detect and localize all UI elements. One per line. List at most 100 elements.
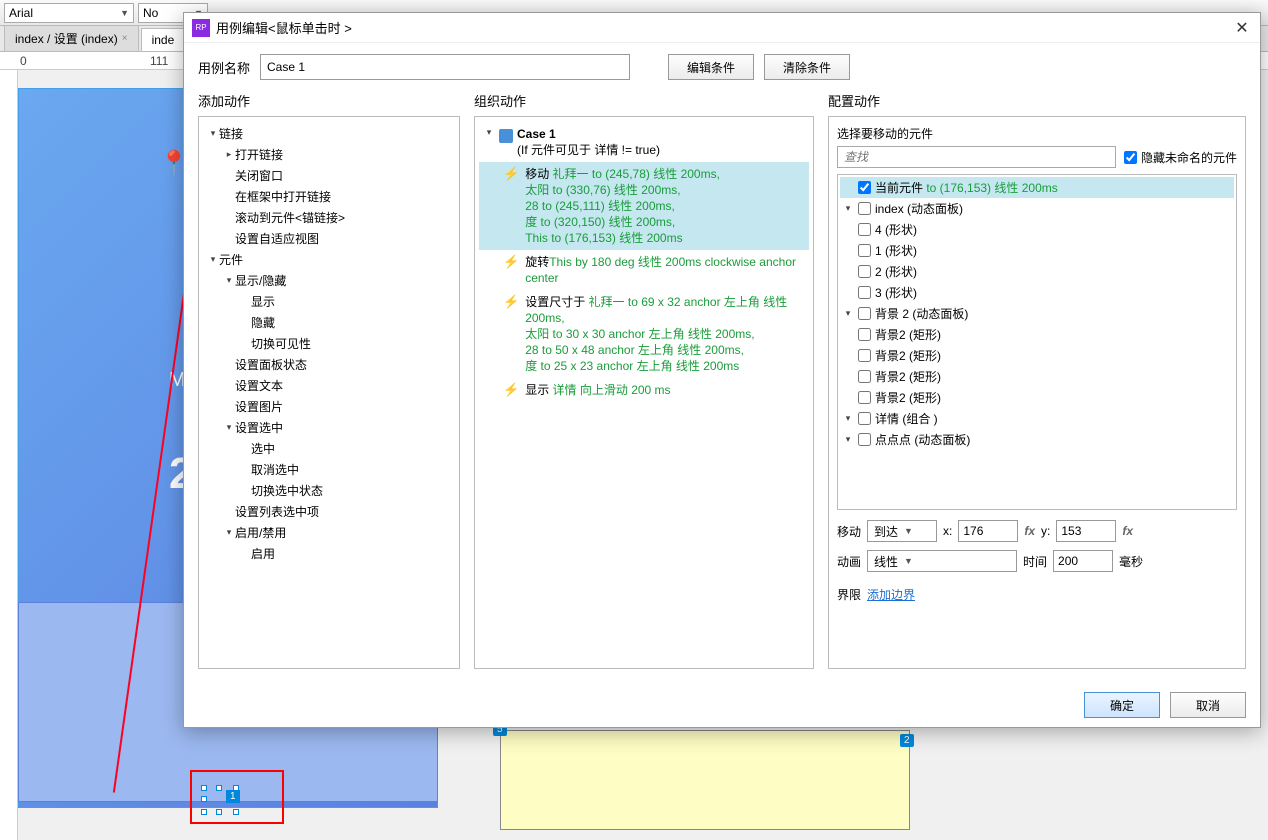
action-tree-item[interactable]: 设置面板状态 — [203, 354, 455, 375]
clear-condition-button[interactable]: 清除条件 — [764, 54, 850, 80]
organize-tree[interactable]: Case 1 (If 元件可见于 详情 != true) ⚡移动 礼拜一 to … — [474, 116, 814, 669]
action-tree-item[interactable]: 切换选中状态 — [203, 480, 455, 501]
add-bounds-link[interactable]: 添加边界 — [867, 586, 915, 603]
checkbox[interactable] — [1124, 151, 1137, 164]
widget-tree-item[interactable]: 1 (形状) — [840, 240, 1234, 261]
expand-icon[interactable] — [207, 254, 219, 265]
widget-tree-item[interactable]: 背景2 (矩形) — [840, 387, 1234, 408]
checkbox[interactable] — [858, 202, 871, 215]
widget-tree-item[interactable]: 背景2 (矩形) — [840, 324, 1234, 345]
case-name-input[interactable] — [260, 54, 630, 80]
action-tree-item[interactable]: 关闭窗口 — [203, 165, 455, 186]
time-input[interactable] — [1053, 550, 1113, 572]
action-tree-item[interactable]: 设置自适应视图 — [203, 228, 455, 249]
fx-icon[interactable]: fx — [1122, 524, 1133, 538]
checkbox[interactable] — [858, 265, 871, 278]
checkbox[interactable] — [858, 412, 871, 425]
checkbox[interactable] — [858, 391, 871, 404]
organize-action-item[interactable]: ⚡设置尺寸于 礼拜一 to 69 x 32 anchor 左上角 线性 200m… — [479, 290, 809, 378]
widget-tree-item[interactable]: 详情 (组合 ) — [840, 408, 1234, 429]
y-input[interactable] — [1056, 520, 1116, 542]
checkbox[interactable] — [858, 433, 871, 446]
widget-tree-item[interactable]: 背景 2 (动态面板) — [840, 303, 1234, 324]
tree-label: 选中 — [251, 440, 275, 457]
select-widget-label: 选择要移动的元件 — [837, 125, 1237, 142]
search-input[interactable] — [837, 146, 1116, 168]
move-mode-select[interactable]: 到达 ▼ — [867, 520, 937, 542]
cancel-button[interactable]: 取消 — [1170, 692, 1246, 718]
expand-icon[interactable] — [223, 149, 235, 160]
y-label: y: — [1041, 524, 1050, 538]
expand-icon[interactable] — [842, 203, 854, 214]
canvas-panel-yellow[interactable]: 5 — [500, 730, 910, 830]
x-input[interactable] — [958, 520, 1018, 542]
move-label: 移动 — [837, 523, 861, 540]
action-tree-item[interactable]: 显示 — [203, 291, 455, 312]
checkbox[interactable] — [858, 223, 871, 236]
expand-icon[interactable] — [223, 275, 235, 286]
widget-tree[interactable]: 当前元件 to (176,153) 线性 200msindex (动态面板)4 … — [837, 174, 1237, 510]
action-tree-item[interactable]: 设置文本 — [203, 375, 455, 396]
widget-tree-item[interactable]: 当前元件 to (176,153) 线性 200ms — [840, 177, 1234, 198]
tree-label: 设置列表选中项 — [235, 503, 319, 520]
tree-label: 滚动到元件<锚链接> — [235, 209, 345, 226]
expand-icon[interactable] — [223, 527, 235, 538]
actions-tree[interactable]: 链接打开链接关闭窗口在框架中打开链接滚动到元件<锚链接> 设置自适应视图元件显示/… — [198, 116, 460, 669]
expand-icon[interactable] — [207, 128, 219, 139]
action-tree-item[interactable]: 滚动到元件<锚链接> — [203, 207, 455, 228]
widget-tree-item[interactable]: 背景2 (矩形) — [840, 345, 1234, 366]
tree-label: 元件 — [219, 251, 243, 268]
checkbox[interactable] — [858, 244, 871, 257]
hide-unnamed-checkbox[interactable]: 隐藏未命名的元件 — [1124, 149, 1237, 166]
organize-action-item[interactable]: ⚡显示 详情 向上滑动 200 ms — [479, 378, 809, 402]
page-tab[interactable]: inde — [141, 28, 186, 51]
organize-action-item[interactable]: ⚡旋转This by 180 deg 线性 200ms clockwise an… — [479, 250, 809, 290]
action-tree-item[interactable]: 取消选中 — [203, 459, 455, 480]
expand-icon[interactable] — [842, 308, 854, 319]
anim-mode-select[interactable]: 线性 ▼ — [867, 550, 1017, 572]
action-tree-item[interactable]: 启用/禁用 — [203, 522, 455, 543]
tree-label: 切换可见性 — [251, 335, 311, 352]
organize-action-item[interactable]: ⚡移动 礼拜一 to (245,78) 线性 200ms,太阳 to (330,… — [479, 162, 809, 250]
checkbox[interactable] — [858, 328, 871, 341]
expand-icon[interactable] — [483, 127, 495, 138]
action-tree-item[interactable]: 隐藏 — [203, 312, 455, 333]
page-tab[interactable]: index / 设置 (index) × — [4, 25, 139, 51]
widget-tree-item[interactable]: index (动态面板) — [840, 198, 1234, 219]
select-value: 到达 — [874, 523, 898, 540]
fx-icon[interactable]: fx — [1024, 524, 1035, 538]
close-icon[interactable]: ✕ — [1232, 18, 1252, 38]
widget-tree-item[interactable]: 背景2 (矩形) — [840, 366, 1234, 387]
action-tree-item[interactable]: 在框架中打开链接 — [203, 186, 455, 207]
case-node[interactable]: Case 1 (If 元件可见于 详情 != true) — [479, 123, 809, 162]
widget-tree-item[interactable]: 4 (形状) — [840, 219, 1234, 240]
action-text: 旋转This by 180 deg 线性 200ms clockwise anc… — [525, 254, 805, 286]
checkbox[interactable] — [858, 307, 871, 320]
ok-button[interactable]: 确定 — [1084, 692, 1160, 718]
dialog-title: 用例编辑<鼠标单击时 > — [216, 18, 1232, 37]
expand-icon[interactable] — [223, 422, 235, 433]
checkbox[interactable] — [858, 370, 871, 383]
expand-icon[interactable] — [842, 413, 854, 424]
edit-condition-button[interactable]: 编辑条件 — [668, 54, 754, 80]
font-select[interactable]: Arial ▼ — [4, 3, 134, 23]
action-tree-item[interactable]: 显示/隐藏 — [203, 270, 455, 291]
widget-tree-item[interactable]: 3 (形状) — [840, 282, 1234, 303]
close-icon[interactable]: × — [122, 33, 128, 44]
action-tree-item[interactable]: 打开链接 — [203, 144, 455, 165]
checkbox[interactable] — [858, 286, 871, 299]
expand-icon[interactable] — [842, 434, 854, 445]
widget-tree-item[interactable]: 2 (形状) — [840, 261, 1234, 282]
action-tree-item[interactable]: 选中 — [203, 438, 455, 459]
tree-label: 点点点 (动态面板) — [875, 431, 970, 448]
widget-tree-item[interactable]: 点点点 (动态面板) — [840, 429, 1234, 450]
action-tree-item[interactable]: 切换可见性 — [203, 333, 455, 354]
action-tree-item[interactable]: 链接 — [203, 123, 455, 144]
checkbox[interactable] — [858, 349, 871, 362]
action-tree-item[interactable]: 设置选中 — [203, 417, 455, 438]
action-tree-item[interactable]: 启用 — [203, 543, 455, 564]
checkbox[interactable] — [858, 181, 871, 194]
action-tree-item[interactable]: 设置图片 — [203, 396, 455, 417]
action-tree-item[interactable]: 设置列表选中项 — [203, 501, 455, 522]
action-tree-item[interactable]: 元件 — [203, 249, 455, 270]
